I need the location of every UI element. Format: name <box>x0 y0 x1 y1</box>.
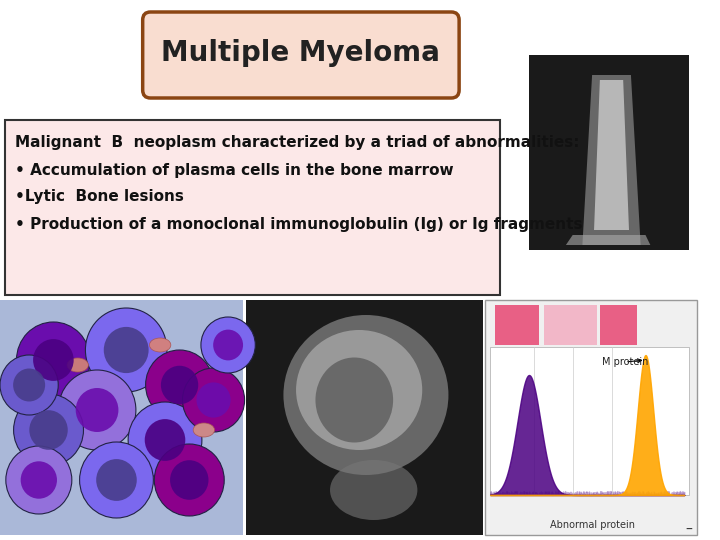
Ellipse shape <box>284 315 449 475</box>
Circle shape <box>13 368 45 402</box>
Text: Multiple Myeloma: Multiple Myeloma <box>161 39 441 67</box>
Ellipse shape <box>193 423 215 437</box>
Circle shape <box>86 308 167 392</box>
Ellipse shape <box>330 460 418 520</box>
Circle shape <box>213 329 243 360</box>
Circle shape <box>58 370 136 450</box>
Circle shape <box>161 366 198 404</box>
Circle shape <box>21 461 57 499</box>
Bar <box>485 300 697 535</box>
Polygon shape <box>582 75 641 245</box>
FancyBboxPatch shape <box>143 12 459 98</box>
Text: M protein: M protein <box>602 357 648 367</box>
Circle shape <box>30 410 68 450</box>
Ellipse shape <box>67 358 89 372</box>
FancyBboxPatch shape <box>5 120 500 295</box>
Circle shape <box>201 317 256 373</box>
Circle shape <box>104 327 148 373</box>
Text: • Production of a monoclonal immunoglobulin (Ig) or Ig fragments: • Production of a monoclonal immunoglobu… <box>14 217 582 232</box>
Circle shape <box>154 444 224 516</box>
Ellipse shape <box>296 330 422 450</box>
Polygon shape <box>594 80 629 230</box>
Circle shape <box>17 322 90 398</box>
Circle shape <box>145 350 214 420</box>
Bar <box>600 305 636 345</box>
Circle shape <box>33 339 73 381</box>
Circle shape <box>80 442 153 518</box>
Circle shape <box>170 460 209 500</box>
Text: •Lytic  Bone lesions: •Lytic Bone lesions <box>14 190 184 205</box>
Text: Abnormal protein: Abnormal protein <box>549 520 634 530</box>
Bar <box>0 300 243 535</box>
Ellipse shape <box>150 338 171 352</box>
Bar <box>495 305 539 345</box>
Bar <box>246 300 483 535</box>
Circle shape <box>145 419 185 461</box>
Bar <box>490 347 689 495</box>
Circle shape <box>96 459 137 501</box>
Circle shape <box>6 446 72 514</box>
Text: • Accumulation of plasma cells in the bone marrow: • Accumulation of plasma cells in the bo… <box>14 163 453 178</box>
Circle shape <box>197 382 230 417</box>
Circle shape <box>0 355 58 415</box>
Text: –: – <box>685 523 693 537</box>
Circle shape <box>128 402 202 478</box>
Polygon shape <box>566 235 650 245</box>
Circle shape <box>76 388 118 432</box>
Circle shape <box>182 368 245 432</box>
Circle shape <box>14 394 84 466</box>
Text: Malignant  B  neoplasm characterized by a triad of abnormalities:: Malignant B neoplasm characterized by a … <box>14 136 579 151</box>
Bar <box>529 55 689 250</box>
Ellipse shape <box>315 357 393 442</box>
Bar <box>544 305 597 345</box>
